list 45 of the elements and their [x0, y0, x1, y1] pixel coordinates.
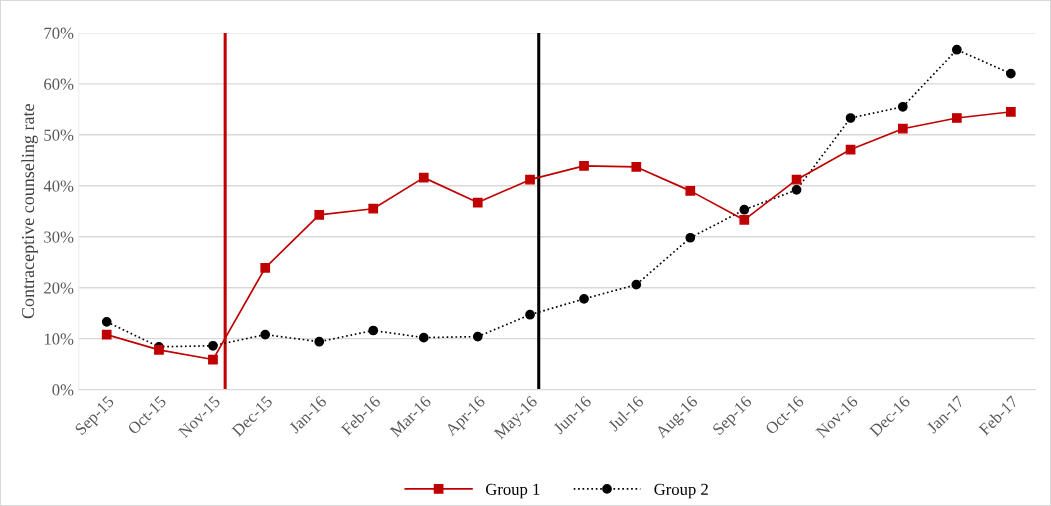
point [472, 197, 483, 208]
point [418, 332, 429, 343]
y-axis-title: Contraceptive counseling rate [21, 104, 38, 319]
point [260, 262, 271, 273]
point [631, 162, 642, 172]
point [791, 184, 802, 195]
y-tick-label: 10% [44, 333, 74, 345]
point [951, 44, 962, 55]
point [897, 123, 908, 134]
point [525, 174, 535, 185]
point [951, 113, 962, 123]
y-tick-label: 20% [44, 282, 74, 294]
y-tick-label: 70% [44, 27, 74, 39]
point [739, 215, 750, 225]
point [208, 354, 218, 365]
point [101, 329, 112, 340]
point [314, 336, 325, 347]
point [1005, 107, 1016, 117]
point [579, 294, 589, 304]
y-tick-label: 40% [43, 180, 74, 192]
point [685, 232, 696, 243]
point [368, 203, 379, 214]
point [579, 161, 589, 171]
point [154, 345, 164, 355]
point [897, 101, 908, 112]
legend-label: Group 1 [485, 483, 540, 499]
y-tick-label: 0% [52, 384, 74, 396]
point [418, 172, 429, 183]
y-tick-label: 50% [44, 129, 74, 141]
point [845, 113, 856, 123]
point [525, 309, 535, 320]
point [314, 209, 325, 220]
point [1005, 68, 1016, 79]
point [368, 325, 379, 336]
point [631, 279, 642, 290]
y-tick-label: 60% [44, 78, 74, 90]
point [472, 331, 483, 342]
point [739, 204, 750, 215]
point [101, 316, 112, 327]
y-tick-label: 30% [44, 231, 74, 243]
point [208, 340, 218, 351]
point [260, 329, 271, 340]
point [791, 174, 802, 185]
point [685, 186, 696, 196]
legend-label: Group 2 [654, 483, 708, 499]
